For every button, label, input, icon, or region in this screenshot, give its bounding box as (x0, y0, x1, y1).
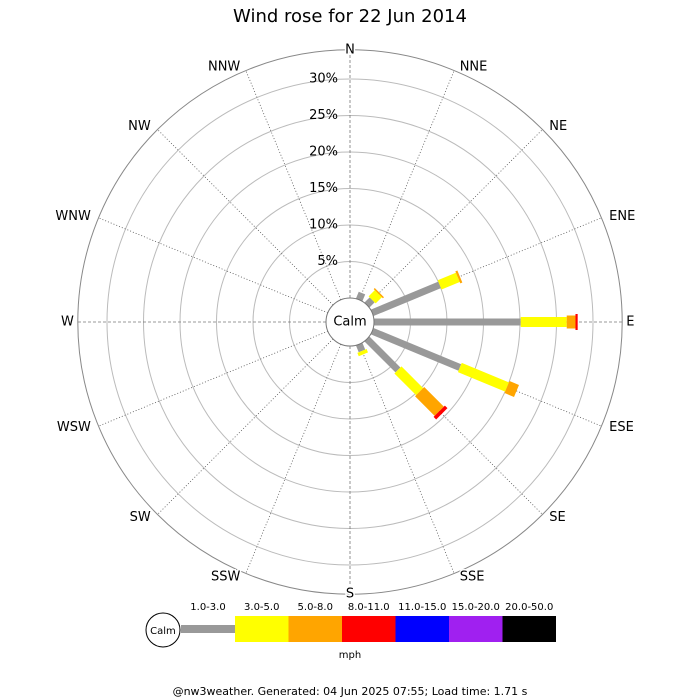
bar-segment (457, 362, 509, 392)
direction-label: SSE (460, 570, 485, 585)
bar-segment (373, 288, 384, 299)
direction-label: NNE (460, 59, 488, 74)
legend-swatch (181, 625, 235, 633)
direction-label: N (345, 42, 355, 57)
r-tick-label: 30% (309, 72, 338, 87)
bar-segment (504, 381, 519, 397)
r-tick-label: 25% (309, 108, 338, 123)
legend-swatch (235, 616, 289, 642)
legend-label: 8.0-11.0 (348, 602, 390, 613)
direction-label: NE (549, 119, 567, 134)
direction-label: SSW (211, 570, 241, 585)
legend-label: 15.0-20.0 (452, 602, 500, 613)
direction-label: W (61, 315, 74, 330)
calm-circle (325, 297, 375, 347)
legend-calm-label: Calm (150, 626, 176, 637)
direction-label: WNW (55, 209, 91, 224)
legend-swatch (502, 616, 556, 642)
direction-label: E (626, 315, 634, 330)
direction-label: NNW (208, 59, 240, 74)
bar-segment (394, 366, 424, 396)
legend-swatch (449, 616, 503, 642)
footer: @nw3weather. Generated: 04 Jun 2025 07:5… (173, 685, 528, 698)
bar-segment (455, 270, 463, 284)
legend-swatch (342, 616, 396, 642)
direction-label: SW (130, 510, 151, 525)
bar-segment (437, 272, 460, 290)
legend-calm-circle (145, 612, 181, 648)
bar-segment (357, 349, 368, 357)
legend-label: 3.0-5.0 (244, 602, 279, 613)
outer-ring (77, 49, 623, 595)
legend-label: 20.0-50.0 (505, 602, 553, 613)
legend-label: 11.0-15.0 (398, 602, 446, 613)
direction-label: NW (128, 119, 151, 134)
bar-segment (364, 336, 401, 373)
r-tick-label: 20% (309, 145, 338, 160)
direction-label: ENE (609, 209, 635, 224)
bar-segment (370, 281, 441, 317)
calm-label: Calm (333, 315, 366, 330)
bar-segment (370, 327, 462, 371)
bar-segment (368, 290, 382, 304)
direction-label: ESE (609, 420, 634, 435)
legend-label: 5.0-8.0 (298, 602, 333, 613)
bar-segment (415, 387, 444, 416)
direction-label: SE (549, 510, 565, 525)
bar-segment (364, 297, 375, 308)
chart-title: Wind rose for 22 Jun 2014 (233, 6, 467, 27)
legend-label: 1.0-3.0 (190, 602, 225, 613)
legend-unit: mph (339, 650, 361, 661)
bar-segment (355, 342, 366, 353)
grid-ring (106, 78, 594, 566)
legend-swatch (288, 616, 342, 642)
r-tick-label: 5% (317, 254, 338, 269)
legend-swatch (395, 616, 449, 642)
direction-label: WSW (57, 420, 91, 435)
direction-label: S (346, 587, 354, 602)
bar-segment (355, 291, 366, 302)
bar-segment (433, 405, 448, 420)
r-tick-label: 15% (309, 181, 338, 196)
r-tick-label: 10% (309, 218, 338, 233)
